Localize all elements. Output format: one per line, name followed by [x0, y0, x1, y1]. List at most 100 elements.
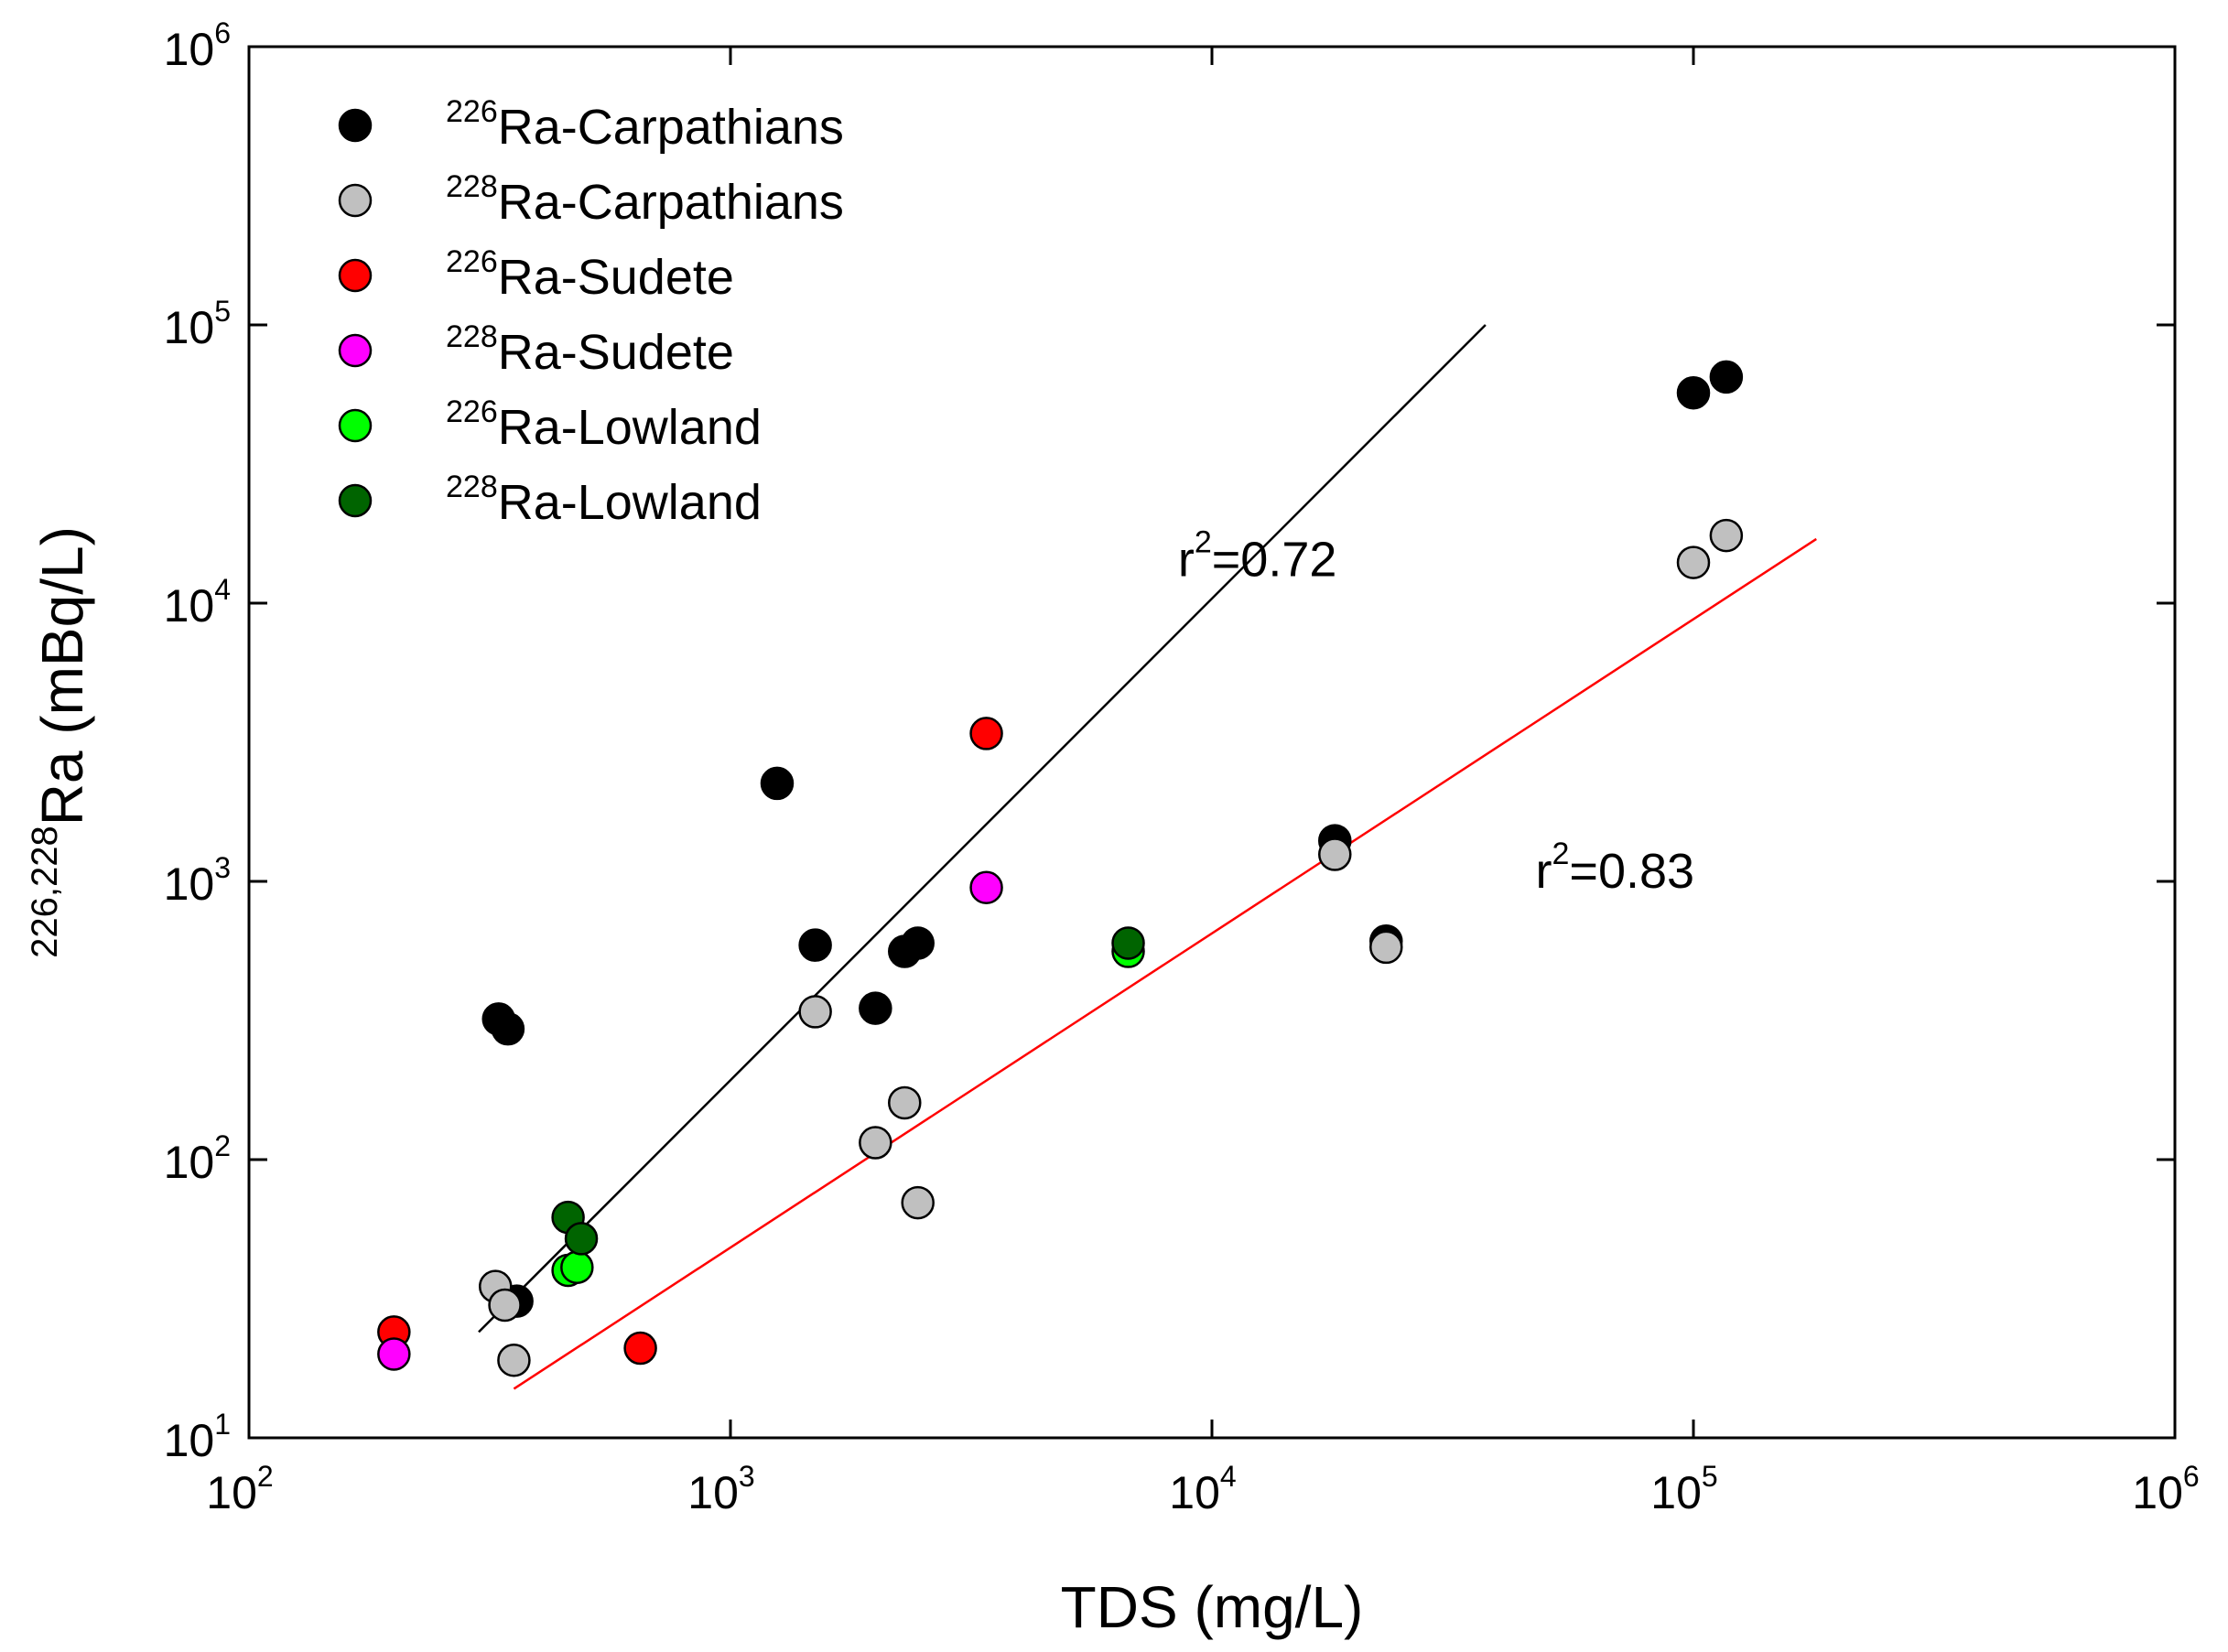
legend: 226Ra-Carpathians228Ra-Carpathians226Ra-…	[338, 94, 844, 530]
y-tick-label: 101	[164, 1408, 231, 1466]
fit-228-r2-label: r2=0.83	[1536, 837, 1695, 899]
ra226-sudete-legend-sup: 226	[446, 244, 498, 279]
ra228-sudete-point	[377, 1337, 411, 1371]
x-tick-label-exp: 3	[739, 1460, 755, 1493]
fit-228-r2-exp: 2	[1552, 837, 1570, 871]
x-tick-label-base: 10	[1650, 1467, 1702, 1518]
ra228-lowland-series	[551, 926, 1145, 1256]
ra228-carpathians-point	[1369, 930, 1403, 965]
x-tick-label: 106	[2132, 1460, 2199, 1518]
y-axis-label: 226,228Ra (mBq/L)	[25, 526, 95, 958]
ra226-sudete-point	[623, 1331, 657, 1366]
ra226-carpathians-point	[1709, 360, 1744, 394]
y-tick-label: 106	[164, 16, 231, 75]
ra226-lowland-point	[560, 1250, 594, 1284]
ra228-sudete-legend-text: Ra-Sudete	[498, 325, 734, 380]
x-tick-label-exp: 5	[1702, 1460, 1718, 1493]
x-tick-label-base: 10	[1169, 1467, 1220, 1518]
x-tick-label-exp: 2	[257, 1460, 274, 1493]
ra226-sudete-legend-marker	[338, 258, 373, 293]
ra226-carpathians-legend-item: 226Ra-Carpathians	[338, 94, 844, 155]
x-tick-label-base: 10	[687, 1467, 739, 1518]
y-tick-label-base: 10	[164, 580, 215, 632]
ra226-carpathians-legend-sup: 226	[446, 94, 498, 129]
ra228-carpathians-point	[859, 1126, 892, 1160]
y-tick-label-base: 10	[164, 24, 215, 75]
x-tick-label-exp: 6	[2183, 1460, 2200, 1493]
y-tick-label-exp: 3	[214, 851, 231, 884]
ra226-lowland-legend-item: 226Ra-Lowland	[338, 394, 762, 455]
y-tick-label-base: 10	[164, 1137, 215, 1188]
ra228-lowland-legend-label: 228Ra-Lowland	[446, 470, 762, 530]
y-tick-label-exp: 6	[214, 16, 231, 49]
ra228-lowland-legend-marker	[338, 483, 373, 518]
y-tick-label: 103	[164, 851, 231, 910]
ra228-carpathians-legend-marker	[338, 183, 373, 218]
x-axis-label: TDS (mg/L)	[1061, 1574, 1364, 1640]
fit-228-line	[513, 537, 1817, 1390]
ra228-carpathians-point	[1709, 518, 1744, 553]
fit-228-r2-value: =0.83	[1569, 844, 1694, 899]
y-tick-label-exp: 2	[214, 1129, 231, 1162]
fit-228-r2-prefix: r	[1536, 844, 1552, 899]
ra228-carpathians-legend-sup: 228	[446, 169, 498, 204]
ra226-carpathians-legend-label: 226Ra-Carpathians	[446, 94, 844, 155]
ra226-carpathians-point	[798, 928, 832, 962]
fit-226-r2-exp: 2	[1195, 525, 1212, 560]
fit-226-r2-prefix: r	[1178, 533, 1195, 588]
ra228-carpathians-point	[1676, 545, 1711, 579]
fit-lines	[478, 324, 1817, 1390]
ra228-carpathians-point	[901, 1185, 935, 1220]
ra228-carpathians-series	[479, 518, 1744, 1377]
x-tick-label-exp: 4	[1220, 1460, 1237, 1493]
ra228-lowland-legend-sup: 228	[446, 470, 498, 504]
fit-226-line	[478, 324, 1487, 1333]
ra228-carpathians-point	[497, 1344, 531, 1377]
ra228-sudete-legend-label: 228Ra-Sudete	[446, 319, 734, 380]
y-tick-label: 102	[164, 1129, 231, 1188]
y-axis-label-main: Ra (mBq/L)	[29, 526, 95, 826]
ra226-carpathians-legend-marker	[338, 108, 373, 143]
ra228-carpathians-legend-item: 228Ra-Carpathians	[338, 169, 844, 230]
ra228-lowland-legend-item: 228Ra-Lowland	[338, 470, 762, 530]
ra228-sudete-point	[969, 870, 1003, 905]
ra228-carpathians-point	[1318, 837, 1352, 871]
ra228-sudete-legend-sup: 228	[446, 319, 498, 354]
ra228-sudete-legend-marker	[338, 333, 373, 368]
x-tick-label: 103	[687, 1460, 754, 1518]
ra226-sudete-legend-text: Ra-Sudete	[498, 250, 734, 305]
ra226-carpathians-point	[1676, 375, 1711, 410]
y-tick-label-base: 10	[164, 1415, 215, 1466]
ra226-carpathians-point	[901, 926, 935, 960]
ra228-sudete-legend-item: 228Ra-Sudete	[338, 319, 734, 380]
ra228-lowland-legend-text: Ra-Lowland	[498, 475, 762, 530]
ra226-carpathians-point	[760, 766, 795, 801]
ra226-sudete-point	[969, 717, 1003, 750]
ra228-carpathians-point	[798, 995, 832, 1029]
x-tick-label-base: 10	[2132, 1467, 2183, 1518]
y-tick-label-exp: 1	[214, 1408, 231, 1441]
ra226-lowland-legend-marker	[338, 408, 373, 443]
ra226-lowland-legend-sup: 226	[446, 394, 498, 429]
ra226-carpathians-legend-text: Ra-Carpathians	[498, 100, 844, 155]
data-points	[377, 360, 1744, 1377]
ra226-lowland-legend-text: Ra-Lowland	[498, 400, 762, 455]
x-tick-label: 102	[206, 1460, 273, 1518]
ra226-sudete-legend-label: 226Ra-Sudete	[446, 244, 734, 305]
ra228-carpathians-point	[488, 1288, 522, 1323]
ra226-lowland-legend-label: 226Ra-Lowland	[446, 394, 762, 455]
ra228-carpathians-legend-text: Ra-Carpathians	[498, 175, 844, 230]
ra228-carpathians-point	[888, 1085, 922, 1120]
y-tick-label-exp: 4	[214, 573, 231, 606]
y-axis-label-superscript: 226,228	[25, 826, 65, 958]
ra228-lowland-point	[1111, 926, 1145, 960]
x-tick-label: 105	[1650, 1460, 1717, 1518]
x-tick-label-base: 10	[206, 1467, 257, 1518]
ra226-sudete-legend-item: 226Ra-Sudete	[338, 244, 734, 305]
y-tick-label-base: 10	[164, 302, 215, 353]
fit-226-r2-label: r2=0.72	[1178, 525, 1337, 588]
